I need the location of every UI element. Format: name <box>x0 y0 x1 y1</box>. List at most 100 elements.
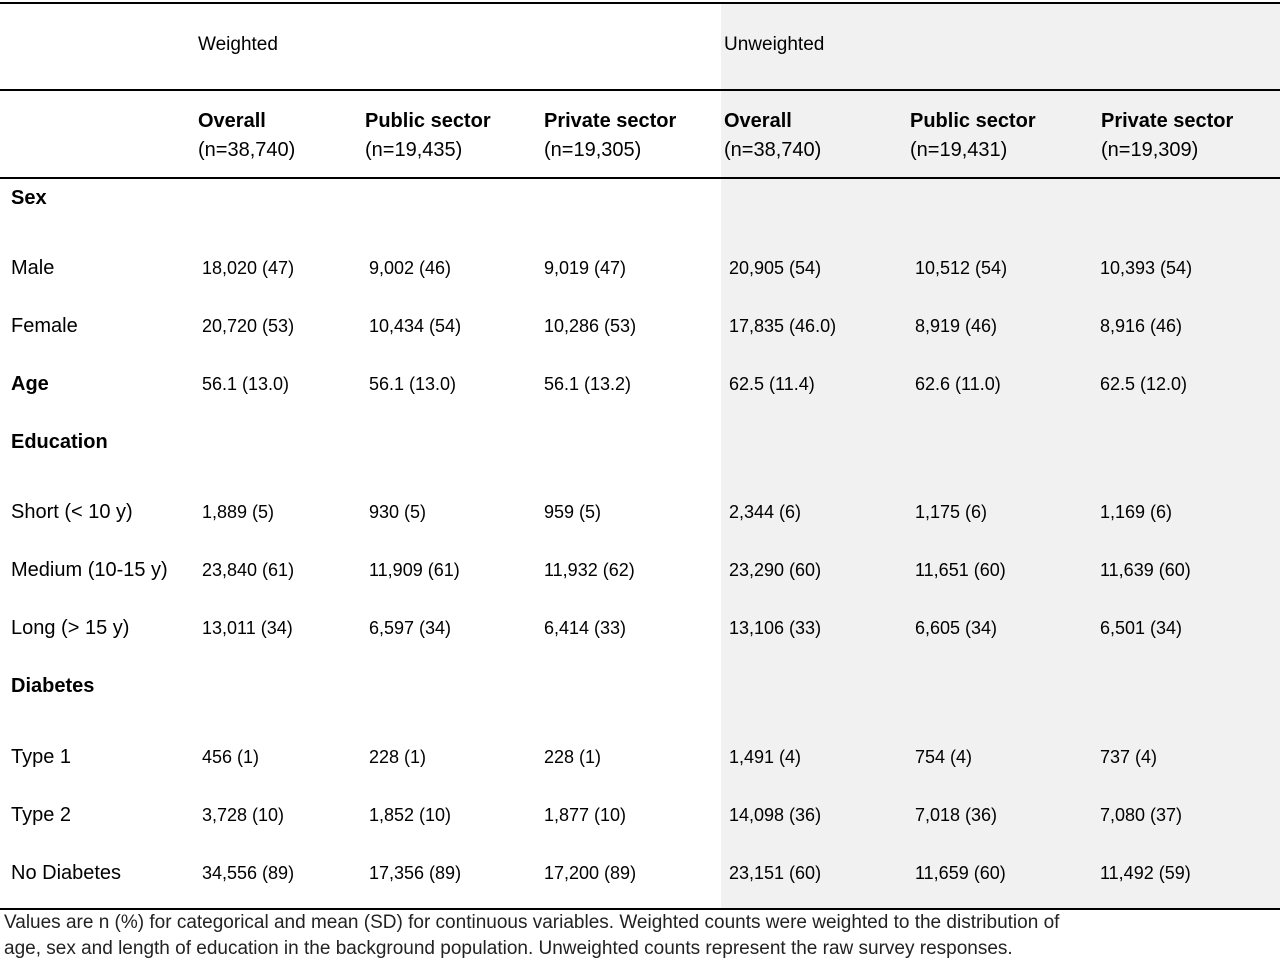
table-row: Long (> 15 y) 13,011 (34) 6,597 (34) 6,414 … <box>0 613 1280 643</box>
column-header-title: Overall <box>724 110 792 132</box>
table-cell: 13,011 (34) <box>202 618 293 638</box>
table-bottom-rule <box>0 908 1280 910</box>
table-section-row: Education <box>0 427 1280 457</box>
table-cell: 930 (5) <box>369 502 427 522</box>
row-label: Diabetes <box>11 675 95 697</box>
table-cell: 56.1 (13.0) <box>369 374 457 394</box>
table-cell: 10,434 (54) <box>369 316 462 336</box>
column-header-n: (n=38,740) <box>724 139 822 161</box>
table-cell: 11,659 (60) <box>915 863 1006 883</box>
table-cell: 9,002 (46) <box>369 258 452 278</box>
row-label: Male <box>11 257 55 279</box>
table-cell: 20,720 (53) <box>202 316 295 336</box>
table-cell: 737 (4) <box>1100 747 1158 767</box>
table-row: Age 56.1 (13.0) 56.1 (13.0) 56.1 (13.2) 62.5… <box>0 369 1280 399</box>
table-row: Female 20,720 (53) 10,434 (54) 10,286 (53) 1… <box>0 311 1280 341</box>
group-header-unweighted: Unweighted <box>724 34 825 55</box>
table-row: No Diabetes 34,556 (89) 17,356 (89) 17,200 … <box>0 858 1280 888</box>
row-label: Short (< 10 y) <box>11 501 133 523</box>
row-label: Type 2 <box>11 804 72 826</box>
table-cell: 754 (4) <box>915 747 973 767</box>
table-cell: 62.6 (11.0) <box>915 374 1001 394</box>
row-label: Type 1 <box>11 746 72 768</box>
table-cell: 17,356 (89) <box>369 863 462 883</box>
column-header-n: (n=19,305) <box>544 139 642 161</box>
table-cell: 56.1 (13.2) <box>544 374 632 394</box>
table-top-rule <box>0 2 1280 4</box>
row-label: Female <box>11 315 78 337</box>
table-cell: 456 (1) <box>202 747 260 767</box>
column-header: Private sector (n=19,305) <box>544 107 676 165</box>
column-header-title: Public sector <box>910 110 1036 132</box>
table-cell: 11,492 (59) <box>1100 863 1191 883</box>
column-header: Overall (n=38,740) <box>198 107 295 165</box>
table-cell: 34,556 (89) <box>202 863 295 883</box>
table-cell: 18,020 (47) <box>202 258 295 278</box>
group-header-rule <box>0 89 1280 91</box>
column-header-rule <box>0 177 1280 179</box>
table-section-row: Diabetes <box>0 671 1280 701</box>
table-cell: 9,019 (47) <box>544 258 627 278</box>
footnote-line-2: age, sex and length of education in the … <box>4 938 1013 959</box>
table-cell: 11,639 (60) <box>1100 560 1191 580</box>
row-label: Medium (10-15 y) <box>11 559 168 581</box>
table-cell: 10,512 (54) <box>915 258 1008 278</box>
column-header: Public sector (n=19,435) <box>365 107 491 165</box>
table-cell: 1,852 (10) <box>369 805 452 825</box>
table-cell: 23,290 (60) <box>729 560 822 580</box>
column-header-n: (n=38,740) <box>198 139 296 161</box>
table-cell: 11,651 (60) <box>915 560 1006 580</box>
column-header: Private sector (n=19,309) <box>1101 107 1233 165</box>
row-label: Long (> 15 y) <box>11 617 130 639</box>
column-header-title: Private sector <box>544 110 677 132</box>
table-cell: 1,877 (10) <box>544 805 627 825</box>
table-row: Male 18,020 (47) 9,002 (46) 9,019 (47) 20,90… <box>0 253 1280 283</box>
table-cell: 10,393 (54) <box>1100 258 1193 278</box>
table-cell: 228 (1) <box>544 747 602 767</box>
table-cell: 959 (5) <box>544 502 602 522</box>
footnote-line-1: Values are n (%) for categorical and mea… <box>4 912 1060 933</box>
table-cell: 17,200 (89) <box>544 863 637 883</box>
group-header-weighted: Weighted <box>198 34 278 55</box>
table-cell: 10,286 (53) <box>544 316 637 336</box>
table-cell: 56.1 (13.0) <box>202 374 290 394</box>
table-cell: 228 (1) <box>369 747 427 767</box>
column-header-title: Private sector <box>1101 110 1234 132</box>
table-cell: 8,916 (46) <box>1100 316 1183 336</box>
table-row: Medium (10-15 y) 23,840 (61) 11,909 (61) 11… <box>0 555 1280 585</box>
table-cell: 62.5 (11.4) <box>729 374 815 394</box>
table-footnote: Values are n (%) for categorical and mea… <box>4 910 1274 962</box>
table-cell: 23,151 (60) <box>729 863 822 883</box>
table-cell: 1,889 (5) <box>202 502 275 522</box>
table-cell: 14,098 (36) <box>729 805 822 825</box>
table-cell: 11,932 (62) <box>544 560 635 580</box>
unweighted-column-shading <box>721 3 1280 909</box>
table-cell: 62.5 (12.0) <box>1100 374 1188 394</box>
table-cell: 17,835 (46.0) <box>729 316 837 336</box>
table-cell: 20,905 (54) <box>729 258 822 278</box>
table-cell: 8,919 (46) <box>915 316 998 336</box>
table-cell: 6,414 (33) <box>544 618 627 638</box>
table-row: Short (< 10 y) 1,889 (5) 930 (5) 959 (5) 2,3… <box>0 497 1280 527</box>
table-cell: 6,501 (34) <box>1100 618 1183 638</box>
table-row: Type 1 456 (1) 228 (1) 228 (1) 1,491 (4) 754 … <box>0 742 1280 772</box>
table-cell: 6,605 (34) <box>915 618 998 638</box>
table-row: Type 2 3,728 (10) 1,852 (10) 1,877 (10) 14,0… <box>0 800 1280 830</box>
table-cell: 1,175 (6) <box>915 502 988 522</box>
column-header-title: Overall <box>198 110 266 132</box>
row-label: Sex <box>11 187 47 209</box>
table-cell: 6,597 (34) <box>369 618 452 638</box>
column-header: Overall (n=38,740) <box>724 107 821 165</box>
column-header-n: (n=19,431) <box>910 139 1008 161</box>
table-cell: 2,344 (6) <box>729 502 802 522</box>
table-cell: 1,169 (6) <box>1100 502 1173 522</box>
table-cell: 3,728 (10) <box>202 805 285 825</box>
table-section-row: Sex <box>0 183 1280 213</box>
column-header-n: (n=19,435) <box>365 139 463 161</box>
row-label: No Diabetes <box>11 862 122 884</box>
table-cell: 23,840 (61) <box>202 560 295 580</box>
column-header: Public sector (n=19,431) <box>910 107 1036 165</box>
column-header-title: Public sector <box>365 110 491 132</box>
table-cell: 7,018 (36) <box>915 805 998 825</box>
row-label: Age <box>11 373 49 395</box>
